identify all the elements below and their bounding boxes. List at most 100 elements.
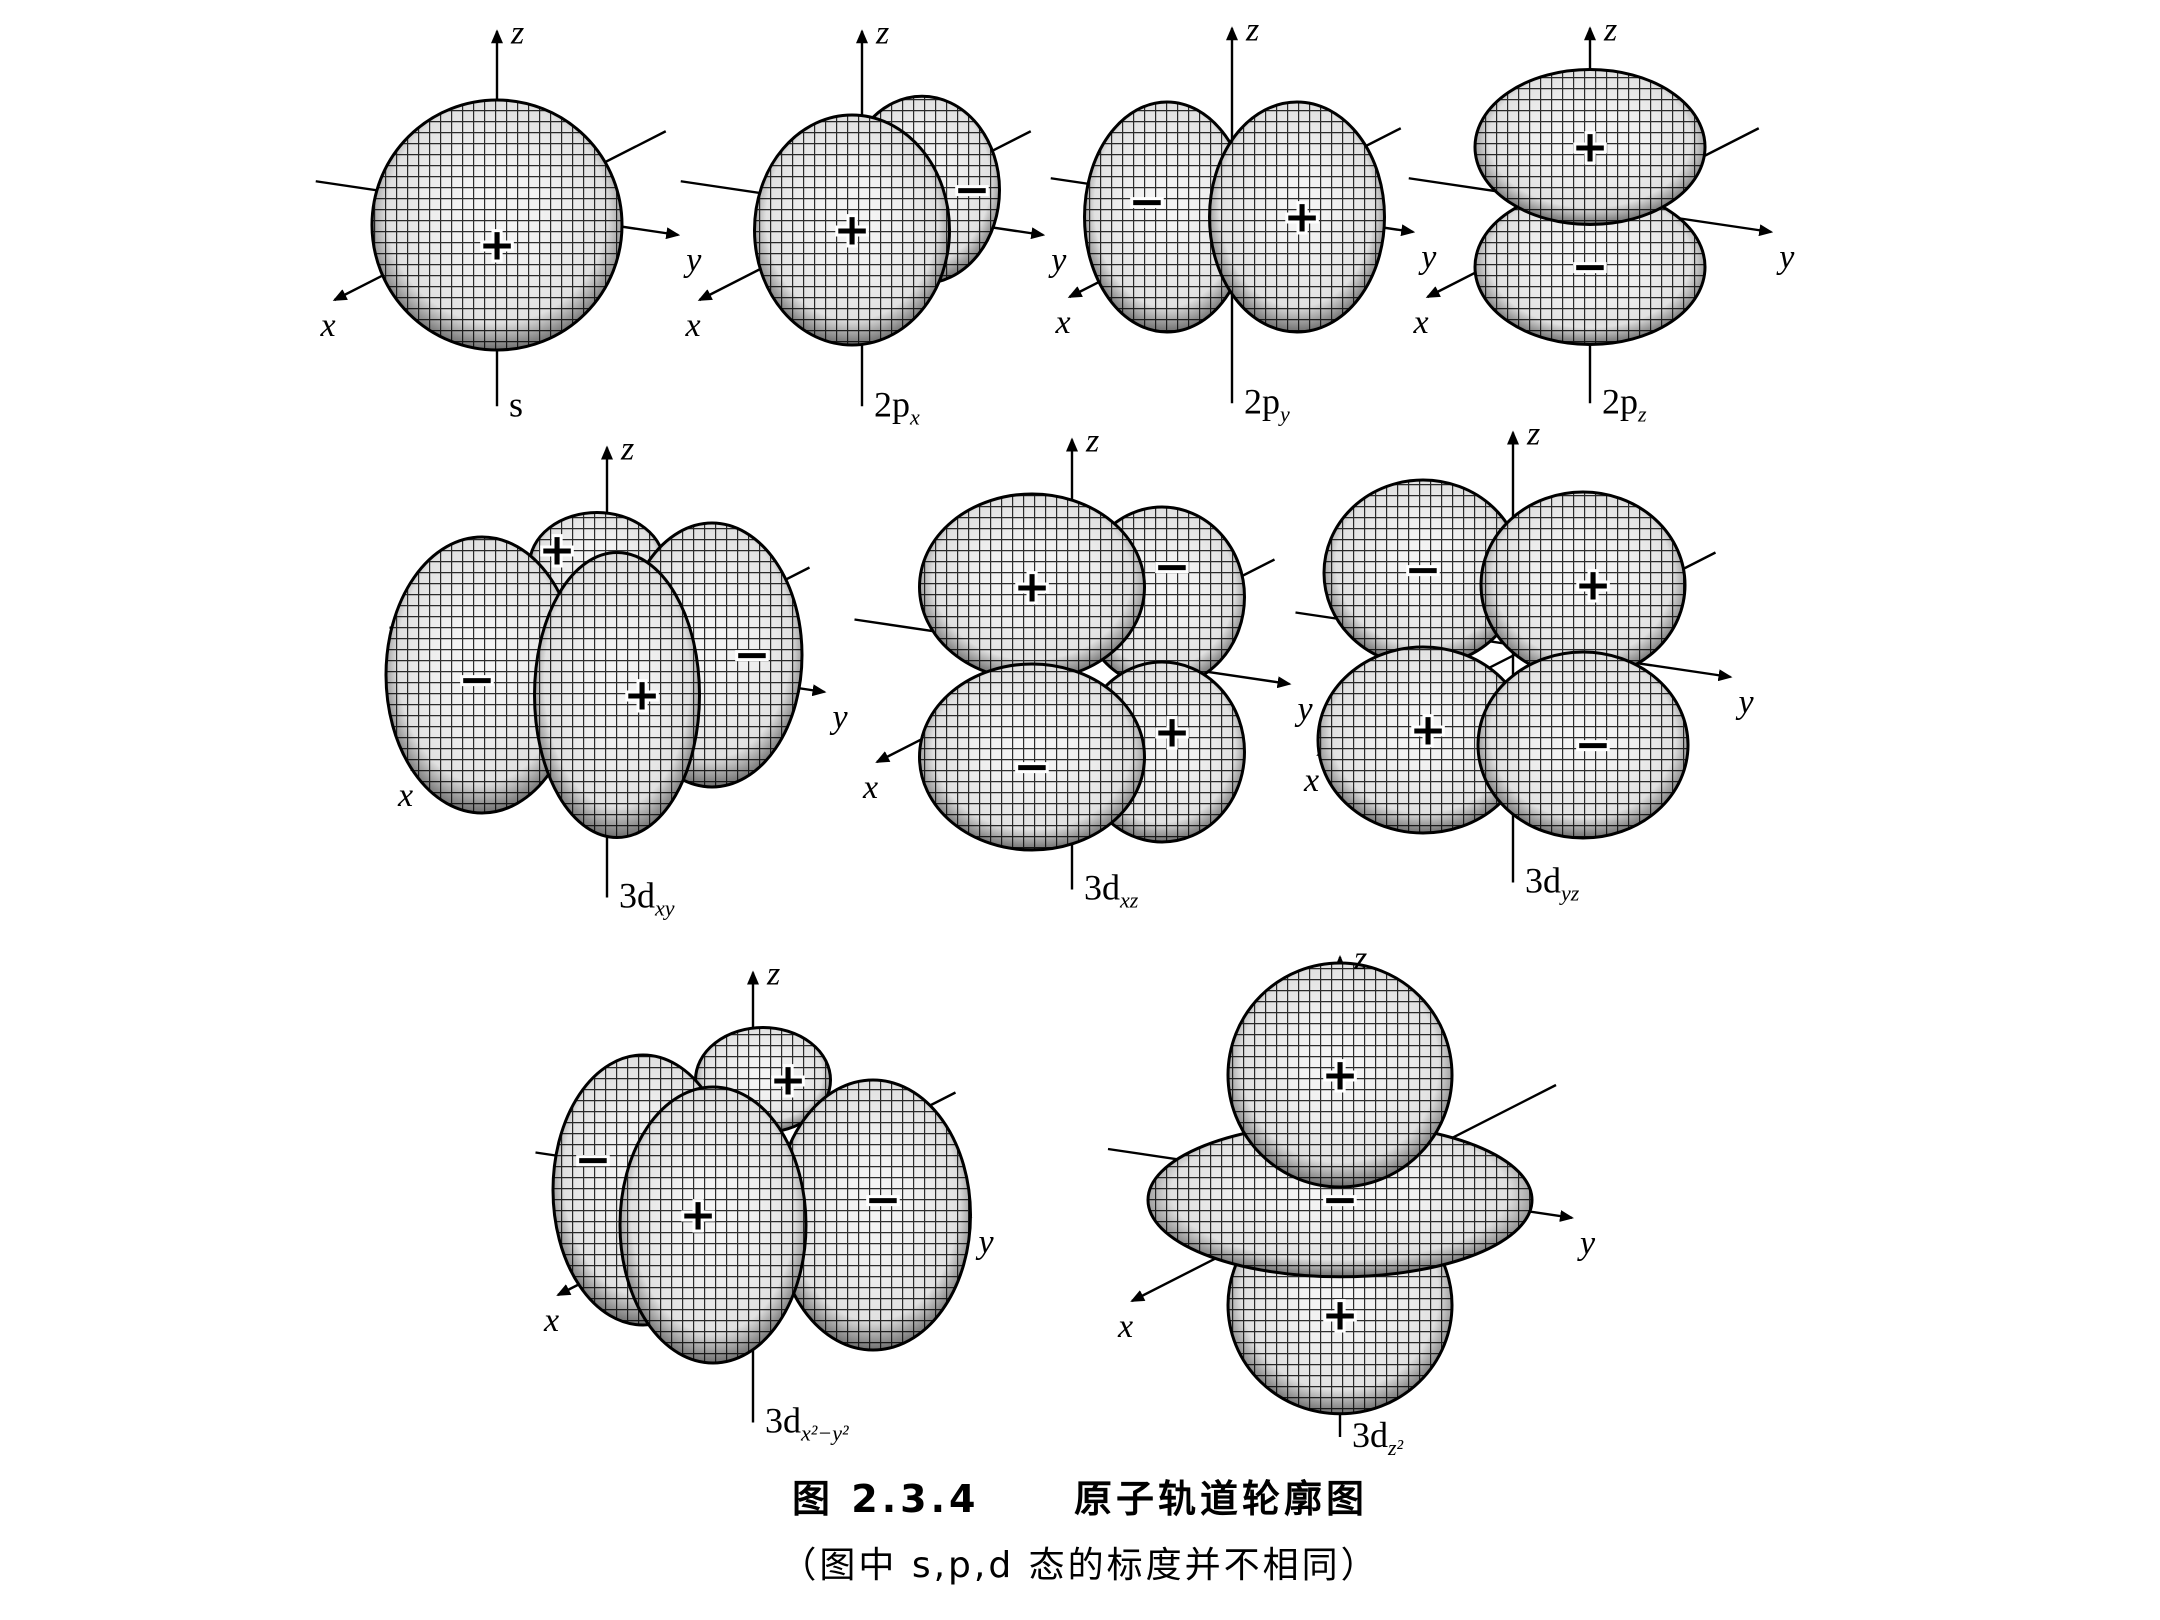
orbital-3dyz-z-label: z — [1526, 416, 1540, 453]
orbital-3dxy-sign-3: + — [624, 670, 661, 721]
orbital-3dx2y2-sign-1: − — [575, 1135, 612, 1186]
orbital-3dxy-subscript: xy — [654, 896, 675, 921]
caption-title: 原子轨道轮廓图 — [1073, 1477, 1368, 1521]
orbital-s-y-label: y — [683, 242, 702, 279]
orbital-3dxz-panel: + − − + z y x 3dxz — [854, 423, 1314, 913]
orbital-3dx2y2-sign-4: − — [865, 1175, 902, 1226]
orbital-2pz-y-label: y — [1776, 239, 1795, 276]
orbital-3dxy-x-label: x — [397, 777, 413, 814]
orbital-3dx2y2-sign-2: + — [770, 1055, 807, 1106]
orbital-2px-sign-2: − — [954, 165, 991, 216]
orbital-3dx2y2-name: 3dx²−y² — [765, 1401, 849, 1446]
orbital-2py-name: 2py — [1244, 381, 1290, 426]
orbital-2pz-sign-1: + — [1572, 122, 1609, 173]
orbital-2pz-z-label: z — [1603, 11, 1617, 48]
orbital-3dx2y2-sign-3: + — [680, 1190, 717, 1241]
orbital-2pz-name: 2pz — [1602, 381, 1647, 426]
orbital-3dz2-lobe-top-shade — [1228, 963, 1452, 1187]
orbital-3dyz-y-label: y — [1736, 684, 1755, 721]
orbital-3dz2-sign-3: + — [1322, 1290, 1359, 1341]
orbital-2pz-x-label: x — [1413, 304, 1429, 341]
orbital-2py-subscript: y — [1278, 401, 1290, 426]
orbital-3dx2y2-x-label: x — [543, 1302, 559, 1339]
orbital-3dz2-torus-shade — [1148, 1123, 1532, 1277]
orbital-3dz2-name: 3dz² — [1352, 1415, 1404, 1460]
orbital-2pz-subscript: z — [1637, 401, 1647, 426]
orbital-3dyz-lobe-bottom-right-shade — [1478, 652, 1688, 838]
orbital-2pz-lobe-bottom-shade — [1475, 189, 1705, 345]
orbital-3dxz-sign-1: + — [1014, 562, 1051, 613]
orbital-3dxy-y-label: y — [830, 699, 849, 736]
figure-caption-note: （图中 s,p,d 态的标度并不相同） — [0, 1536, 2160, 1588]
orbital-2py-sign-2: + — [1284, 192, 1321, 243]
orbital-3dxy-sign-1: + — [539, 525, 576, 576]
orbital-3dz2-sign-2: − — [1322, 1175, 1359, 1226]
orbital-3dxz-subscript: xz — [1119, 888, 1139, 913]
orbital-3dyz-sign-3: + — [1410, 705, 1447, 756]
orbital-3dxy-panel: + − + − z y x 3dxy — [384, 431, 849, 921]
orbital-3dyz-lobe-bottom-left-shade — [1318, 647, 1528, 833]
orbital-3dyz-x-label: x — [1303, 762, 1319, 799]
orbital-3dx2y2-lobe-front-shade — [620, 1087, 806, 1363]
orbital-2pz-sign-2: − — [1572, 242, 1609, 293]
orbital-s-x-label: x — [320, 307, 336, 344]
orbital-3dx2y2-subscript: x²−y² — [800, 1421, 849, 1446]
orbital-2px-y-label: y — [1048, 242, 1067, 279]
orbital-3dxy-name: 3dxy — [619, 876, 675, 921]
caption-note: （图中 s,p,d 态的标度并不相同） — [780, 1545, 1380, 1586]
orbital-2py-lobe-left-shade — [1084, 102, 1250, 332]
figure-caption-title: 图 2.3.4 原子轨道轮廓图 — [0, 1468, 2160, 1523]
orbital-3dxy-lobe-front-shade — [534, 552, 700, 838]
orbital-s-sign-1: + — [479, 220, 516, 271]
orbital-2px-x-label: x — [685, 307, 701, 344]
orbital-3dz2-y-label: y — [1577, 1225, 1596, 1262]
orbital-s-lobe-1-shade — [372, 100, 622, 350]
orbital-3dyz-sign-2: + — [1575, 560, 1612, 611]
orbital-3dyz-lobe-top-left-shade — [1324, 480, 1522, 666]
orbital-3dx2y2-lobe-right-shade — [775, 1080, 971, 1350]
orbital-3dz2-x-label: x — [1117, 1308, 1133, 1345]
orbital-3dz2-panel: + − + z y x 3dz² — [1107, 940, 1596, 1460]
orbital-3dxz-z-label: z — [1085, 423, 1099, 460]
orbital-3dxy-sign-4: − — [459, 655, 496, 706]
orbital-3dxz-sign-2: − — [1154, 542, 1191, 593]
orbital-2py-sign-1: − — [1129, 177, 1166, 228]
orbital-3dz2-z-label: z — [1353, 940, 1367, 977]
orbital-s-name: s — [509, 384, 523, 424]
caption-number: 图 2.3.4 — [792, 1477, 980, 1521]
orbital-3dxz-sign-3: − — [1014, 742, 1051, 793]
orbital-2px-sign-1: + — [834, 205, 871, 256]
orbital-3dyz-name: 3dyz — [1525, 861, 1580, 906]
orbital-3dyz-subscript: yz — [1559, 881, 1580, 906]
orbital-3dyz-sign-4: − — [1575, 720, 1612, 771]
orbital-3dyz-sign-1: − — [1405, 545, 1442, 596]
orbital-3dyz-lobe-top-right-shade — [1481, 492, 1685, 678]
orbital-2px-name: 2px — [874, 384, 920, 429]
orbital-2pz-lobe-top-shade — [1475, 69, 1705, 225]
orbital-3dxy-lobe-left-shade — [386, 537, 578, 813]
orbital-2py-z-label: z — [1245, 11, 1259, 48]
orbital-3dxy-z-label: z — [620, 431, 634, 468]
orbital-2py-y-label: y — [1418, 239, 1437, 276]
orbital-3dz2-sign-1: + — [1322, 1050, 1359, 1101]
orbital-3dxz-sign-4: + — [1154, 707, 1191, 758]
orbital-3dxz-y-label: y — [1295, 691, 1314, 728]
orbital-3dx2y2-z-label: z — [766, 956, 780, 993]
orbital-2px-z-label: z — [875, 14, 889, 51]
orbital-s-z-label: z — [510, 14, 524, 51]
orbital-3dxz-x-label: x — [862, 769, 878, 806]
orbital-2px-subscript: x — [909, 404, 920, 429]
orbital-3dxy-sign-2: − — [734, 630, 771, 681]
orbital-3dxz-lobe-front-top-shade — [919, 494, 1145, 680]
orbital-3dxz-name: 3dxz — [1084, 868, 1139, 913]
orbital-2px-lobe-front-shade — [754, 115, 950, 345]
orbital-3dx2y2-y-label: y — [976, 1224, 995, 1261]
orbital-3dx2y2-panel: − + + − z y x 3dx²−y² — [535, 956, 995, 1446]
orbital-3dxz-lobe-front-bottom-shade — [919, 664, 1145, 850]
